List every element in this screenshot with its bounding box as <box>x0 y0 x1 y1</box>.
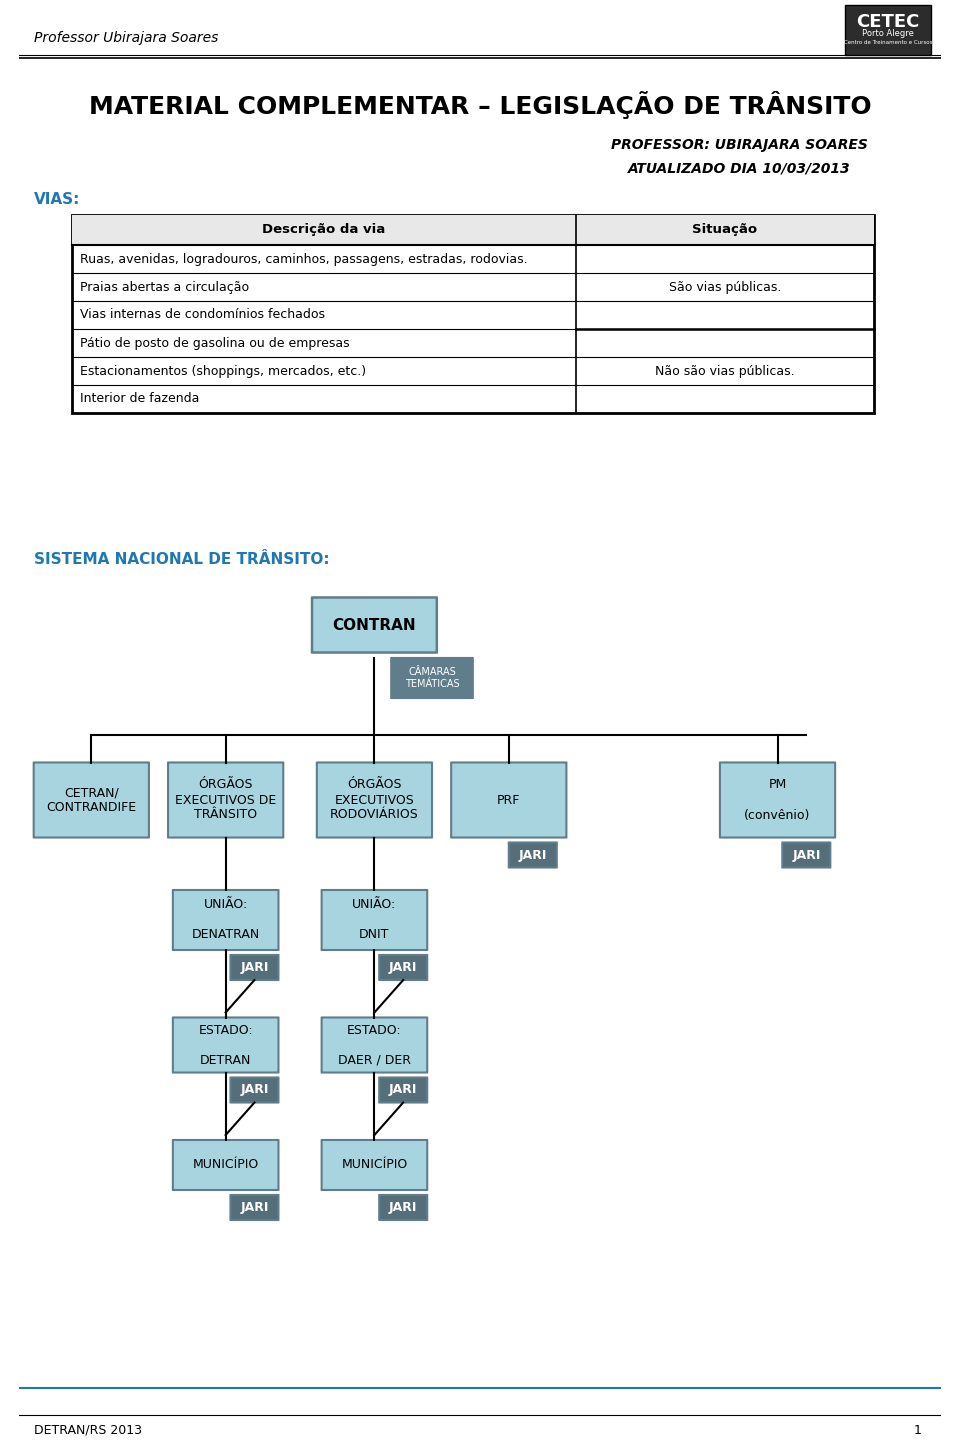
Text: Ruas, avenidas, logradouros, caminhos, passagens, estradas, rodovias.: Ruas, avenidas, logradouros, caminhos, p… <box>80 253 527 266</box>
Text: Interior de fazenda: Interior de fazenda <box>80 392 199 405</box>
Text: JARI: JARI <box>389 1084 418 1097</box>
FancyBboxPatch shape <box>845 4 931 55</box>
FancyBboxPatch shape <box>451 762 566 837</box>
Text: PM

(convênio): PM (convênio) <box>744 779 810 821</box>
Text: Centro de Treinamento e Cursos: Centro de Treinamento e Cursos <box>844 40 932 46</box>
Text: Praias abertas a circulação: Praias abertas a circulação <box>80 280 249 293</box>
Text: ESTADO:

DETRAN: ESTADO: DETRAN <box>199 1023 253 1066</box>
Text: Estacionamentos (shoppings, mercados, etc.): Estacionamentos (shoppings, mercados, et… <box>80 365 366 378</box>
Text: Não são vias públicas.: Não são vias públicas. <box>655 365 795 378</box>
Text: SISTEMA NACIONAL DE TRÂNSITO:: SISTEMA NACIONAL DE TRÂNSITO: <box>34 553 329 567</box>
Text: Porto Alegre: Porto Alegre <box>862 29 914 39</box>
FancyBboxPatch shape <box>322 1140 427 1190</box>
Text: Professor Ubirajara Soares: Professor Ubirajara Soares <box>34 30 218 45</box>
FancyBboxPatch shape <box>168 762 283 837</box>
Text: 1: 1 <box>914 1423 922 1436</box>
FancyBboxPatch shape <box>322 1017 427 1072</box>
Text: CÂMARAS
TEMÁTICAS: CÂMARAS TEMÁTICAS <box>405 667 459 688</box>
FancyBboxPatch shape <box>322 890 427 949</box>
FancyBboxPatch shape <box>230 1195 278 1219</box>
Text: ÓRGÃOS
EXECUTIVOS DE
TRÂNSITO: ÓRGÃOS EXECUTIVOS DE TRÂNSITO <box>175 779 276 821</box>
Text: VIAS:: VIAS: <box>34 192 80 208</box>
FancyBboxPatch shape <box>317 762 432 837</box>
Text: Situação: Situação <box>692 224 757 237</box>
FancyBboxPatch shape <box>509 843 557 867</box>
FancyBboxPatch shape <box>230 955 278 980</box>
Text: Pátio de posto de gasolina ou de empresas: Pátio de posto de gasolina ou de empresa… <box>80 336 349 349</box>
Text: UNIÃO:

DNIT: UNIÃO: DNIT <box>352 899 396 941</box>
FancyBboxPatch shape <box>173 890 278 949</box>
Text: ESTADO:

DAER / DER: ESTADO: DAER / DER <box>338 1023 411 1066</box>
FancyBboxPatch shape <box>173 1140 278 1190</box>
FancyBboxPatch shape <box>720 762 835 837</box>
Bar <box>72 215 874 413</box>
Bar <box>72 215 874 245</box>
Text: MATERIAL COMPLEMENTAR – LEGISLAÇÃO DE TRÂNSITO: MATERIAL COMPLEMENTAR – LEGISLAÇÃO DE TR… <box>88 91 872 118</box>
FancyBboxPatch shape <box>312 597 437 652</box>
Text: DETRAN/RS 2013: DETRAN/RS 2013 <box>34 1423 142 1436</box>
Text: JARI: JARI <box>240 1084 269 1097</box>
Text: JARI: JARI <box>389 1201 418 1214</box>
Text: JARI: JARI <box>518 848 547 861</box>
Text: ATUALIZADO DIA 10/03/2013: ATUALIZADO DIA 10/03/2013 <box>628 162 851 175</box>
Text: CONTRAN: CONTRAN <box>332 618 417 632</box>
FancyBboxPatch shape <box>379 1195 427 1219</box>
Text: JARI: JARI <box>240 1201 269 1214</box>
Text: Vias internas de condomínios fechados: Vias internas de condomínios fechados <box>80 309 324 322</box>
Text: São vias públicas.: São vias públicas. <box>668 280 780 293</box>
FancyBboxPatch shape <box>230 1078 278 1102</box>
Text: CETRAN/
CONTRANDIFE: CETRAN/ CONTRANDIFE <box>46 786 136 814</box>
Text: Descrição da via: Descrição da via <box>262 224 386 237</box>
Text: UNIÃO:

DENATRAN: UNIÃO: DENATRAN <box>192 899 260 941</box>
Text: JARI: JARI <box>389 961 418 974</box>
Text: MUNICÍPIO: MUNICÍPIO <box>193 1159 259 1172</box>
Text: CETEC: CETEC <box>856 13 920 30</box>
FancyBboxPatch shape <box>782 843 830 867</box>
FancyBboxPatch shape <box>379 955 427 980</box>
FancyBboxPatch shape <box>379 1078 427 1102</box>
Text: PROFESSOR: UBIRAJARA SOARES: PROFESSOR: UBIRAJARA SOARES <box>611 139 868 152</box>
FancyBboxPatch shape <box>34 762 149 837</box>
FancyBboxPatch shape <box>392 658 473 698</box>
Text: JARI: JARI <box>792 848 821 861</box>
FancyBboxPatch shape <box>173 1017 278 1072</box>
Text: MUNICÍPIO: MUNICÍPIO <box>342 1159 408 1172</box>
Text: ÓRGÃOS
EXECUTIVOS
RODOVIÁRIOS: ÓRGÃOS EXECUTIVOS RODOVIÁRIOS <box>330 779 419 821</box>
Text: JARI: JARI <box>240 961 269 974</box>
Text: PRF: PRF <box>497 794 520 807</box>
